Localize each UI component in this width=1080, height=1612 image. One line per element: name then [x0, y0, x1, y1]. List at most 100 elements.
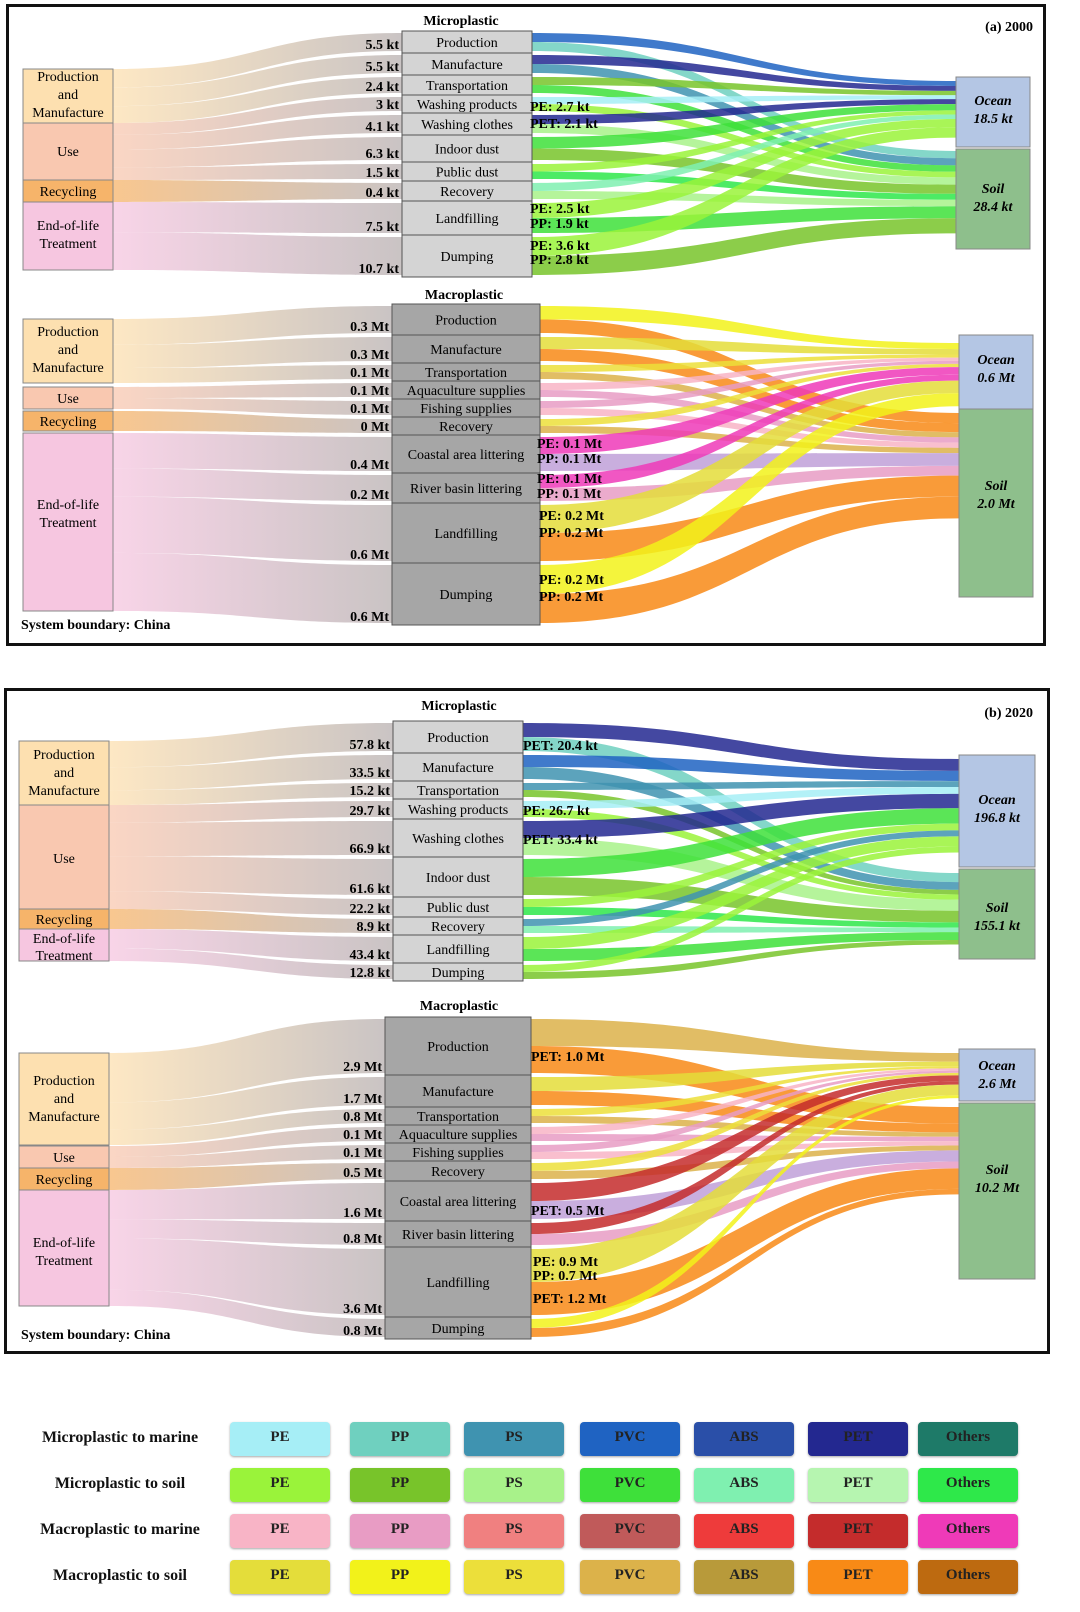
process-value-coastal-area-littering: 0.4 Mt	[350, 458, 389, 473]
flow-to-ocean-0	[523, 723, 959, 771]
flow-source-to-3	[109, 801, 393, 823]
flows-micro-2000	[113, 33, 956, 275]
flow-source-to-9	[109, 948, 393, 979]
sink-ocean-micro-2000	[955, 76, 1031, 148]
flow-to-soil-5	[523, 877, 959, 923]
legend-swatch-abs: ABS	[694, 1422, 794, 1456]
flow-source-to-8	[109, 1238, 385, 1315]
legend: Microplastic to marine PE PP PS PVC ABS PET Oth…	[0, 1420, 1080, 1610]
flow-to-soil-7	[531, 1161, 959, 1245]
process-label-washing-clothes: Washing clothes	[412, 832, 504, 847]
process-label-dumping: Dumping	[432, 1322, 485, 1337]
processes-macro-2000: Production 0.3 Mt Manufacture 0.3 Mt Transpo…	[350, 303, 541, 626]
process-label-public-dust: Public dust	[427, 901, 490, 916]
process-value-transportation: 2.4 kt	[366, 80, 400, 95]
flow-source-to-7	[109, 1219, 385, 1245]
svg-text:Microplastic: Microplastic	[421, 699, 496, 714]
svg-text:PE: 0.1 Mt: PE: 0.1 Mt	[537, 437, 602, 452]
svg-text:18.5 kt: 18.5 kt	[974, 112, 1014, 127]
flow-to-ocean-2	[532, 77, 956, 96]
svg-text:Recycling: Recycling	[40, 415, 97, 430]
flow-source-to-6	[109, 1183, 385, 1220]
process-value-public-dust: 1.5 kt	[366, 166, 400, 181]
flows-micro-2020	[109, 723, 959, 979]
legend-swatch-pe: PE	[230, 1422, 330, 1456]
svg-text:PP: 0.1 Mt: PP: 0.1 Mt	[537, 452, 601, 467]
process-value-transportation: 0.8 Mt	[343, 1110, 382, 1125]
process-label-production: Production	[427, 731, 488, 746]
process-label-indoor-dust: Indoor dust	[435, 143, 499, 158]
flow-source-to-5	[109, 856, 393, 895]
legend-swatch-abs: ABS	[694, 1468, 794, 1502]
sources-micro-2020: Production and Manufacture Use Recycling E…	[18, 740, 110, 964]
legend-swatch-abs: ABS	[694, 1560, 794, 1594]
svg-text:PE: 0.9 Mt: PE: 0.9 Mt	[533, 1255, 598, 1270]
process-value-washing-clothes: 4.1 kt	[366, 120, 400, 135]
svg-text:Use: Use	[53, 852, 75, 867]
process-box-landfilling	[392, 934, 524, 964]
flow-to-soil-1	[532, 64, 956, 166]
flow-to-ocean-7	[531, 1081, 959, 1234]
svg-text:PE: 0.2 Mt: PE: 0.2 Mt	[539, 509, 604, 524]
process-label-fishing-supplies: Fishing supplies	[412, 1146, 503, 1161]
process-value-production: 57.8 kt	[350, 738, 391, 753]
legend-swatch-pvc: PVC	[580, 1468, 680, 1502]
flow-source-to-0	[113, 306, 392, 345]
flow-to-ocean-3	[523, 787, 959, 809]
process-value-transportation: 15.2 kt	[350, 784, 391, 799]
svg-text:Use: Use	[57, 145, 79, 160]
process-value-landfilling: 7.5 kt	[366, 220, 400, 235]
svg-text:0.6 Mt: 0.6 Mt	[977, 371, 1015, 386]
process-box-landfilling	[384, 1246, 532, 1318]
process-label-manufacture: Manufacture	[431, 58, 503, 73]
process-box-washing-clothes	[392, 818, 524, 858]
process-value-dumping: 10.7 kt	[359, 262, 400, 277]
flow-to-soil-8	[540, 475, 959, 561]
flow-source-to-8	[113, 202, 402, 233]
process-label-landfilling: Landfilling	[436, 212, 499, 227]
flow-to-soil-5	[531, 1145, 959, 1179]
svg-text:PET: 1.2 Mt: PET: 1.2 Mt	[533, 1292, 607, 1307]
process-label-recovery: Recovery	[431, 1165, 485, 1180]
sankey-2020: Production and Manufacture Use Recycling E…	[18, 699, 1036, 1343]
flows-macro-2020	[109, 1019, 959, 1337]
legend-row-macroplastic-to-soil: Macroplastic to soil PE PP PS PVC ABS PET Other…	[0, 1558, 1080, 1598]
flow-source-to-2	[113, 77, 402, 123]
legend-swatch-pp: PP	[350, 1560, 450, 1594]
svg-text:PE: 0.1 Mt: PE: 0.1 Mt	[537, 472, 602, 487]
legend-row-label: Microplastic to soil	[54, 1475, 186, 1492]
process-value-production: 0.3 Mt	[350, 320, 389, 335]
svg-text:Soil: Soil	[986, 1163, 1009, 1178]
sources-macro-2000: Production and Manufacture Use Recycling E…	[22, 318, 114, 612]
flow-to-ocean-2	[523, 781, 959, 790]
flow-to-ocean-3	[532, 95, 956, 104]
process-box-manufacture	[392, 752, 524, 782]
sink-soil-macro-2000	[958, 408, 1034, 598]
process-value-transportation: 0.1 Mt	[350, 366, 389, 381]
process-box-dumping	[401, 234, 533, 278]
flow-source-to-1	[109, 755, 393, 791]
svg-text:PET: 33.4 kt: PET: 33.4 kt	[523, 833, 598, 848]
process-box-production	[392, 720, 524, 754]
svg-text:PE: 3.6 kt: PE: 3.6 kt	[530, 239, 590, 254]
svg-text:PP: 0.2 Mt: PP: 0.2 Mt	[539, 590, 603, 605]
flow-source-to-5	[113, 137, 402, 168]
svg-text:155.1 kt: 155.1 kt	[974, 919, 1021, 934]
flow-source-to-2	[109, 783, 393, 805]
svg-text:System boundary: China: System boundary: China	[21, 1328, 170, 1343]
process-label-dumping: Dumping	[432, 966, 485, 981]
legend-swatch-ps: PS	[464, 1560, 564, 1594]
flow-source-to-9	[109, 1289, 385, 1337]
flow-source-to-8	[109, 929, 393, 961]
flow-source-to-1	[109, 1077, 385, 1130]
process-label-river-basin-littering: River basin littering	[402, 1228, 514, 1243]
process-value-coastal-area-littering: 1.6 Mt	[343, 1206, 382, 1221]
sinks-2020: Ocean 196.8 kt Soil 155.1 kt Ocean 2.6 M…	[958, 754, 1036, 1280]
process-value-aquaculture-supplies: 0.1 Mt	[343, 1128, 382, 1143]
flow-to-ocean-8	[531, 1084, 959, 1282]
